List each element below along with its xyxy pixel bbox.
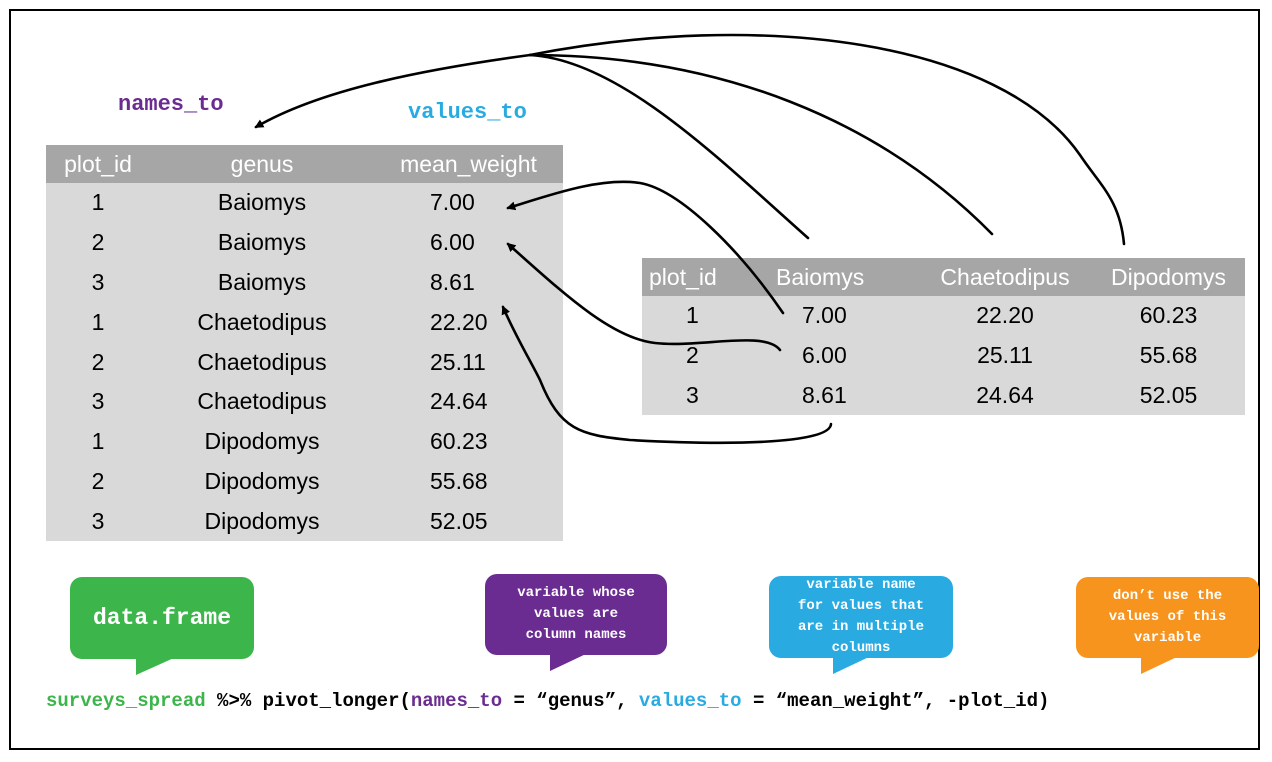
table-row: 2 Baiomys 6.00 xyxy=(46,223,563,263)
long-table: plot_id genus mean_weight 1 Baiomys 7.00… xyxy=(46,145,563,542)
values-to-bubble-tail xyxy=(833,656,871,674)
code-rest: = “mean_weight”, -plot_id) xyxy=(741,690,1050,712)
wide-header-baiomys: Baiomys xyxy=(772,258,918,296)
cell-mean-weight: 52.05 xyxy=(430,507,488,534)
cell-baiomys: 6.00 xyxy=(802,342,847,369)
names-bubble-line: variable whose xyxy=(517,585,635,601)
cell-plot-id: 2 xyxy=(91,229,105,256)
cell-plot-id: 2 xyxy=(91,467,105,494)
values-to-bubble: variable name for values that are in mul… xyxy=(769,576,953,658)
exclude-bubble: don’t use the values of this variable xyxy=(1076,577,1259,658)
table-row: 3 Chaetodipus 24.64 xyxy=(46,382,563,422)
cell-plot-id: 3 xyxy=(91,268,105,295)
code-names-to-arg: names_to xyxy=(410,690,503,712)
wide-table-header-row: plot_id Baiomys Chaetodipus Dipodomys xyxy=(642,258,1245,296)
cell-plot-id: 3 xyxy=(686,381,699,408)
code-pipe-call: %>% pivot_longer( xyxy=(205,690,411,712)
cell-plot-id: 3 xyxy=(91,507,105,534)
long-header-plot-id: plot_id xyxy=(46,145,150,183)
wide-header-plot-id: plot_id xyxy=(642,258,772,296)
cell-baiomys: 8.61 xyxy=(802,381,847,408)
names-to-bubble-tail xyxy=(550,653,588,671)
cell-genus: Chaetodipus xyxy=(197,348,327,375)
values-to-label: values_to xyxy=(408,100,527,125)
exclude-bubble-line: don’t use the xyxy=(1112,588,1223,604)
code-genus-value: = “genus”, xyxy=(502,690,639,712)
cell-chaetodipus: 24.64 xyxy=(976,381,1034,408)
exclude-bubble-tail xyxy=(1141,656,1179,674)
cell-genus: Dipodomys xyxy=(204,428,320,455)
code-line: surveys_spread %>% pivot_longer(names_to… xyxy=(46,690,1049,712)
cell-baiomys: 7.00 xyxy=(802,302,847,329)
cell-genus: Baiomys xyxy=(217,229,307,256)
values-bubble-line: columns xyxy=(831,640,891,656)
table-row: 2 6.00 25.11 55.68 xyxy=(642,336,1245,376)
cell-genus: Chaetodipus xyxy=(197,388,327,415)
long-header-mean-weight: mean_weight xyxy=(374,145,563,183)
table-row: 1 7.00 22.20 60.23 xyxy=(642,296,1245,336)
long-header-genus: genus xyxy=(150,145,374,183)
exclude-bubble-line: values of this xyxy=(1108,609,1227,625)
dataframe-bubble: data.frame xyxy=(70,577,254,659)
cell-dipodomys: 55.68 xyxy=(1139,342,1198,369)
wide-table: plot_id Baiomys Chaetodipus Dipodomys 1 … xyxy=(642,258,1245,416)
cell-mean-weight: 55.68 xyxy=(430,467,488,494)
table-row: 1 Baiomys 7.00 xyxy=(46,183,563,223)
arrow-header-baiomys-to-names-to xyxy=(528,53,810,240)
arrow-header-dipodomys-to-names-to xyxy=(528,33,1126,246)
cell-plot-id: 3 xyxy=(91,388,105,415)
values-bubble-line: for values that xyxy=(797,598,925,614)
table-row: 2 Dipodomys 55.68 xyxy=(46,462,563,502)
cell-plot-id: 1 xyxy=(91,189,105,216)
cell-mean-weight: 6.00 xyxy=(430,229,475,256)
cell-mean-weight: 60.23 xyxy=(430,428,488,455)
cell-genus: Dipodomys xyxy=(204,467,320,494)
cell-mean-weight: 8.61 xyxy=(430,268,475,295)
cell-chaetodipus: 25.11 xyxy=(977,342,1033,369)
arrow-header-chaetodipus-to-names-to xyxy=(528,53,994,236)
long-table-header-row: plot_id genus mean_weight xyxy=(46,145,563,183)
dataframe-bubble-tail xyxy=(136,657,176,675)
cell-plot-id: 2 xyxy=(91,348,105,375)
cell-chaetodipus: 22.20 xyxy=(976,302,1034,329)
arrow-value-7-00 xyxy=(506,180,785,315)
code-dataframe-name: surveys_spread xyxy=(46,690,206,712)
cell-plot-id: 1 xyxy=(91,428,105,455)
arrow-value-8-61 xyxy=(501,305,833,445)
cell-mean-weight: 22.20 xyxy=(430,308,488,335)
table-row: 1 Dipodomys 60.23 xyxy=(46,422,563,462)
cell-plot-id: 2 xyxy=(686,342,699,369)
code-values-to-arg: values_to xyxy=(638,690,742,712)
cell-genus: Baiomys xyxy=(217,268,307,295)
arrow-names-to-head xyxy=(254,53,532,129)
cell-dipodomys: 60.23 xyxy=(1139,302,1198,329)
cell-mean-weight: 25.11 xyxy=(430,348,486,375)
names-to-bubble: variable whose values are column names xyxy=(485,574,667,655)
values-bubble-line: variable name xyxy=(806,577,916,593)
dataframe-bubble-text: data.frame xyxy=(92,605,232,631)
wide-header-dipodomys: Dipodomys xyxy=(1092,258,1245,296)
cell-genus: Dipodomys xyxy=(204,507,320,534)
cell-plot-id: 1 xyxy=(91,308,105,335)
names-bubble-line: column names xyxy=(525,627,627,643)
table-row: 3 Baiomys 8.61 xyxy=(46,263,563,303)
table-row: 3 Dipodomys 52.05 xyxy=(46,501,563,541)
cell-genus: Baiomys xyxy=(217,189,307,216)
cell-dipodomys: 52.05 xyxy=(1139,381,1198,408)
table-row: 2 Chaetodipus 25.11 xyxy=(46,342,563,382)
cell-plot-id: 1 xyxy=(686,302,699,329)
table-row: 1 Chaetodipus 22.20 xyxy=(46,302,563,342)
names-bubble-line: values are xyxy=(533,606,618,622)
values-bubble-line: are in multiple xyxy=(797,619,925,635)
table-row: 3 8.61 24.64 52.05 xyxy=(642,376,1245,416)
cell-mean-weight: 7.00 xyxy=(430,189,475,216)
cell-mean-weight: 24.64 xyxy=(430,388,488,415)
names-to-label: names_to xyxy=(118,92,224,117)
arrow-value-6-00 xyxy=(506,242,782,352)
exclude-bubble-line: variable xyxy=(1133,630,1202,646)
cell-genus: Chaetodipus xyxy=(197,308,327,335)
wide-header-chaetodipus: Chaetodipus xyxy=(918,258,1092,296)
